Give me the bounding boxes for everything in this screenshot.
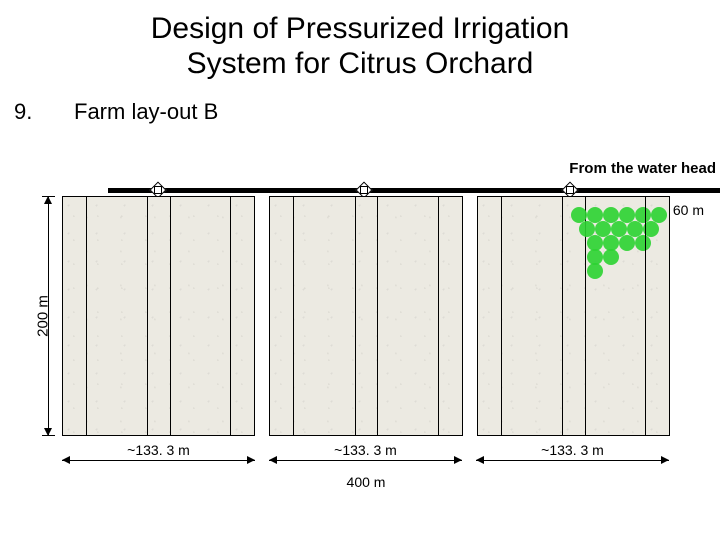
section-label: Farm lay-out B xyxy=(74,99,218,125)
dim-horizontal-group: ~133. 3 m ~133. 3 m ~133. 3 m 400 m xyxy=(62,446,670,496)
dim-section-2: ~133. 3 m xyxy=(269,446,462,468)
plot xyxy=(62,196,255,436)
title-line-1: Design of Pressurized Irrigation xyxy=(0,12,720,47)
title-line-2: System for Citrus Orchard xyxy=(0,47,720,82)
dim-section-3-label: ~133. 3 m xyxy=(476,442,669,458)
plots-container xyxy=(62,196,670,436)
dim-section-1-label: ~133. 3 m xyxy=(62,442,255,458)
plot xyxy=(269,196,462,436)
water-head-label: From the water head xyxy=(569,160,716,177)
section-number: 9. xyxy=(14,99,74,125)
section-heading: 9. Farm lay-out B xyxy=(0,99,720,125)
dim-total-label: 400 m xyxy=(62,474,670,490)
dim-vertical-200m: 200 m xyxy=(26,196,56,436)
sprinkler-coverage xyxy=(567,207,667,277)
slide-title: Design of Pressurized Irrigation System … xyxy=(0,0,720,81)
dim-section-2-label: ~133. 3 m xyxy=(269,442,462,458)
main-pipe xyxy=(108,188,720,193)
dim-section-3: ~133. 3 m xyxy=(476,446,669,468)
dim-right-label: 60 m xyxy=(673,202,704,218)
dim-section-1: ~133. 3 m xyxy=(62,446,255,468)
farm-layout-diagram: 60 m 200 m ~133. 3 m ~133. 3 m ~133. 3 m xyxy=(62,188,692,488)
plot xyxy=(477,196,670,436)
dim-vertical-label: 200 m xyxy=(34,295,51,337)
